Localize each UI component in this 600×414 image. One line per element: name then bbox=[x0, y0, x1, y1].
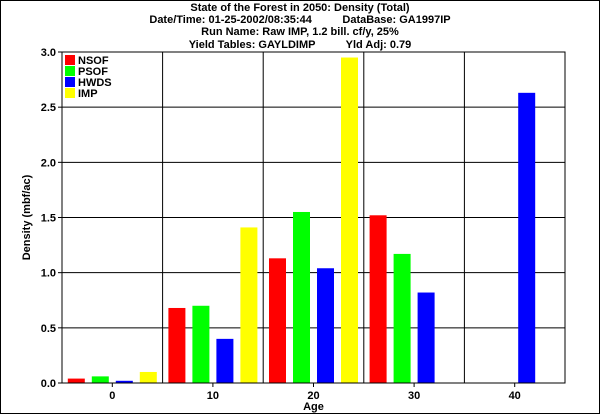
bar-imp bbox=[139, 371, 157, 383]
bar-nsof bbox=[67, 378, 85, 383]
y-tick-label: 2.5 bbox=[41, 102, 56, 114]
datetime-text: Date/Time: 01-25-2002/08:35:44 bbox=[149, 14, 312, 26]
bar-hwds bbox=[115, 380, 133, 383]
y-ticks: 0.0 0.5 1.0 1.5 2.0 2.5 3.0 bbox=[41, 47, 62, 390]
bar-hwds bbox=[317, 268, 334, 383]
y-tick-label: 0.0 bbox=[41, 378, 56, 390]
yld-adj-text: Yld Adj: 0.79 bbox=[345, 39, 412, 51]
bar-nsof bbox=[168, 307, 186, 383]
y-tick-label: 0.5 bbox=[41, 323, 56, 335]
bar-hwds bbox=[518, 92, 536, 383]
y-tick-label: 2.0 bbox=[41, 157, 56, 169]
legend-label: HWDS bbox=[78, 77, 112, 89]
y-axis-label: Density (mbf/ac) bbox=[21, 174, 33, 260]
legend-swatch bbox=[65, 55, 75, 65]
yield-tables-text: Yield Tables: GAYLDIMP bbox=[188, 39, 316, 51]
bar-psof bbox=[192, 305, 210, 383]
legend-swatch bbox=[65, 88, 75, 98]
database-text: DataBase: GA1997IP bbox=[342, 14, 451, 26]
legend-label: PSOF bbox=[78, 66, 108, 78]
header-line-4: Yield Tables: GAYLDIMP Yld Adj: 0.79 bbox=[0, 39, 600, 51]
bar-hwds bbox=[216, 338, 234, 383]
legend-label: NSOF bbox=[78, 55, 109, 67]
legend-swatch bbox=[65, 77, 75, 87]
bar-imp bbox=[240, 227, 258, 383]
x-tick-label: 20 bbox=[307, 390, 319, 402]
bar-hwds bbox=[417, 292, 435, 383]
y-tick-label: 3.0 bbox=[41, 47, 56, 59]
bar-psof bbox=[393, 253, 411, 383]
x-tick-label: 40 bbox=[509, 390, 521, 402]
bar-nsof bbox=[369, 215, 387, 383]
header-line-2: Date/Time: 01-25-2002/08:35:44 DataBase:… bbox=[0, 14, 600, 26]
bars bbox=[67, 57, 536, 384]
x-tick-label: 10 bbox=[207, 390, 219, 402]
legend-swatch bbox=[65, 66, 75, 76]
y-tick-label: 1.5 bbox=[41, 213, 56, 225]
x-tick-label: 0 bbox=[109, 390, 115, 402]
bar-psof bbox=[293, 211, 310, 383]
grid-lines bbox=[62, 51, 565, 384]
legend-label: IMP bbox=[78, 88, 98, 100]
x-ticks: 0 10 20 30 40 bbox=[109, 383, 521, 402]
x-tick-label: 30 bbox=[408, 390, 420, 402]
chart-title: State of the Forest in 2050: Density (To… bbox=[190, 2, 410, 14]
bar-imp bbox=[341, 57, 358, 384]
bar-nsof bbox=[269, 258, 286, 383]
x-axis-label: Age bbox=[303, 401, 324, 413]
run-name-text: Run Name: Raw IMP, 1.2 bill. cf/y, 25% bbox=[201, 26, 399, 38]
y-tick-label: 1.0 bbox=[41, 268, 56, 280]
bar-psof bbox=[91, 376, 109, 383]
